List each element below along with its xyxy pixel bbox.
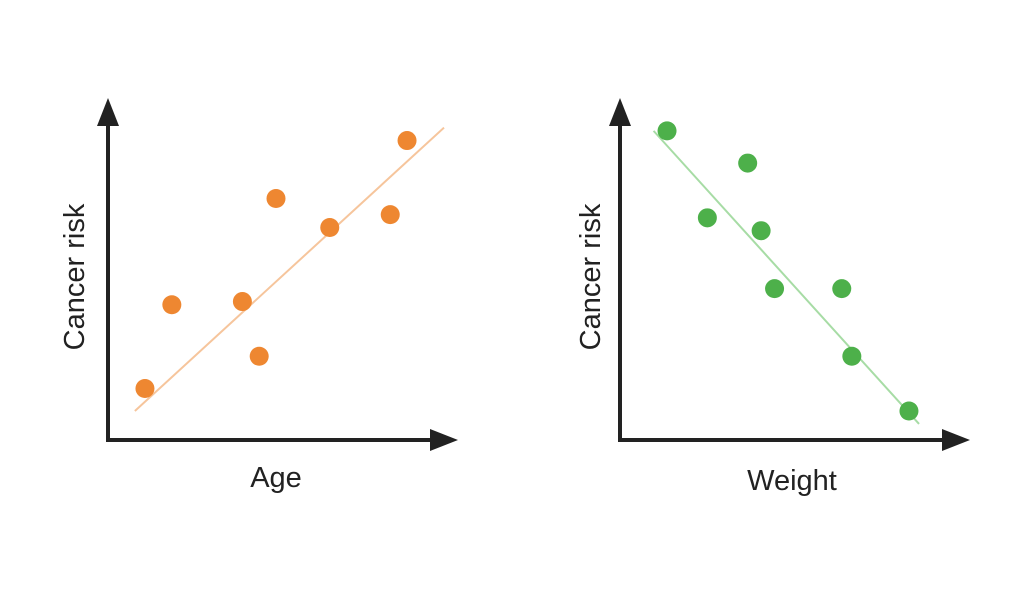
- chart-weight: Weight Cancer risk: [575, 98, 970, 497]
- data-point-age-1: [135, 378, 155, 398]
- trendline-weight: [652, 130, 920, 425]
- data-point-weight-3: [738, 153, 758, 173]
- points-age: [135, 131, 417, 398]
- data-point-age-6: [320, 217, 340, 237]
- data-point-weight-2: [697, 208, 717, 228]
- data-point-age-3: [232, 292, 252, 312]
- y-axis-label-weight: Cancer risk: [575, 203, 607, 350]
- data-point-age-7: [380, 205, 400, 225]
- y-axis-arrow-weight: [609, 98, 631, 126]
- x-axis-arrow-age: [430, 429, 458, 451]
- data-point-age-8: [397, 131, 417, 151]
- data-point-weight-7: [842, 346, 862, 366]
- data-point-weight-6: [832, 279, 852, 299]
- data-point-age-2: [162, 295, 182, 315]
- y-axis-label-age: Cancer risk: [59, 203, 91, 350]
- data-point-age-5: [266, 189, 286, 208]
- data-point-weight-4: [751, 221, 771, 241]
- data-point-weight-5: [765, 279, 785, 299]
- data-point-weight-8: [899, 401, 919, 421]
- x-axis-label-weight: Weight: [747, 465, 837, 497]
- y-axis-arrow-age: [97, 98, 119, 126]
- data-point-weight-1: [657, 121, 677, 141]
- x-axis-arrow-weight: [942, 429, 970, 451]
- points-weight: [657, 121, 919, 421]
- chart-age: Age Cancer risk: [59, 98, 458, 494]
- x-axis-label-age: Age: [250, 462, 302, 494]
- data-point-age-4: [249, 346, 269, 366]
- trendline-age: [134, 126, 445, 412]
